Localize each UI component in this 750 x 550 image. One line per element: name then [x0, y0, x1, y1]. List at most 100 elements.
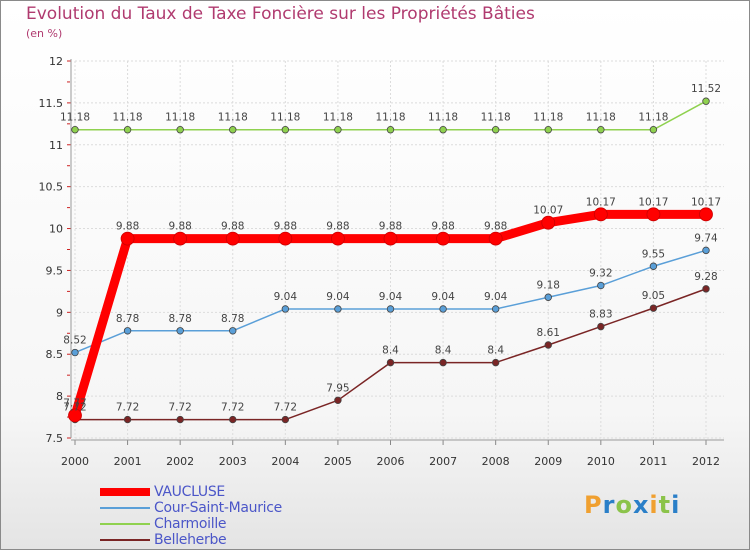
- data-point-vaucluse: [225, 231, 240, 246]
- data-label-charmoille: 11.18: [481, 112, 511, 124]
- data-label-cour-saint-maurice: 9.32: [589, 268, 612, 280]
- data-point-vaucluse: [173, 231, 188, 246]
- y-tick-label: 8: [56, 390, 63, 403]
- data-point-vaucluse: [278, 231, 293, 246]
- data-point-vaucluse: [436, 231, 450, 246]
- x-tick-label: 2001: [114, 455, 142, 468]
- data-label-cour-saint-maurice: 9.04: [484, 291, 508, 303]
- x-tick-label: 2005: [324, 455, 352, 468]
- y-tick-label: 9.5: [46, 264, 64, 277]
- y-tick-label: 7.5: [46, 432, 64, 445]
- data-point-cour-saint-maurice: [439, 305, 447, 313]
- legend-label: Belleherbe: [154, 532, 227, 548]
- logo-letter: i: [671, 491, 681, 519]
- x-tick-label: 2011: [639, 455, 667, 468]
- data-label-charmoille: 11.18: [165, 112, 195, 124]
- data-label-vaucluse: 9.88: [431, 221, 454, 233]
- data-point-cour-saint-maurice: [123, 327, 132, 335]
- y-tick-label: 10.5: [39, 181, 64, 194]
- data-label-cour-saint-maurice: 9.04: [274, 291, 298, 303]
- data-point-cour-saint-maurice: [281, 305, 290, 313]
- data-point-belleherbe: [281, 415, 290, 424]
- data-point-charmoille: [229, 125, 237, 134]
- data-point-charmoille: [71, 125, 79, 134]
- data-point-cour-saint-maurice: [334, 305, 342, 313]
- data-label-charmoille: 11.18: [323, 112, 353, 124]
- logo-letter: P: [584, 491, 603, 519]
- legend-item: VAUCLUSE: [100, 484, 282, 500]
- data-label-belleherbe: 7.72: [274, 402, 297, 414]
- data-label-cour-saint-maurice: 9.55: [642, 248, 665, 260]
- data-point-charmoille: [386, 125, 395, 134]
- proxiti-logo: Proxiti: [584, 491, 680, 519]
- data-label-vaucluse: 10.17: [691, 196, 721, 208]
- data-point-vaucluse: [593, 207, 608, 222]
- data-point-belleherbe: [649, 304, 658, 312]
- data-point-charmoille: [491, 125, 500, 134]
- data-point-vaucluse: [68, 408, 82, 423]
- axes: 7.5 8 8.5 9 9.5 10 10.5 11 11.5 12 2000 2001 2002 200…: [39, 55, 724, 468]
- data-label-cour-saint-maurice: 8.78: [116, 313, 139, 325]
- logo-letter: t: [658, 491, 672, 519]
- data-label-belleherbe: 8.83: [589, 309, 612, 321]
- data-label-vaucluse: 9.88: [379, 221, 402, 233]
- chart-unit-label: (en %): [26, 27, 63, 40]
- logo-letter: o: [615, 491, 633, 519]
- data-label-belleherbe: 7.72: [63, 402, 86, 414]
- data-point-vaucluse: [541, 215, 556, 230]
- data-point-charmoille: [334, 125, 342, 134]
- x-tick-label: 2010: [587, 455, 615, 468]
- data-point-charmoille: [544, 125, 552, 134]
- data-point-cour-saint-maurice: [544, 293, 552, 301]
- data-label-belleherbe: 7.95: [326, 382, 349, 394]
- logo-letter: x: [632, 491, 650, 519]
- data-point-belleherbe: [229, 415, 237, 424]
- data-point-charmoille: [649, 125, 658, 134]
- data-label-belleherbe: 7.72: [168, 402, 191, 414]
- legend-swatch: [100, 507, 150, 509]
- logo-letter: i: [649, 491, 659, 519]
- x-tick-label: 2004: [271, 455, 299, 468]
- data-label-belleherbe: 7.72: [116, 402, 139, 414]
- data-label-vaucluse: 9.88: [274, 221, 297, 233]
- data-point-vaucluse: [331, 231, 345, 246]
- x-tick-label: 2006: [377, 455, 405, 468]
- data-point-cour-saint-maurice: [649, 262, 658, 270]
- data-label-charmoille: 11.18: [586, 112, 616, 124]
- y-tick-label: 10: [49, 223, 63, 236]
- data-label-charmoille: 11.18: [218, 112, 248, 124]
- data-point-cour-saint-maurice: [702, 246, 710, 255]
- data-point-charmoille: [702, 97, 710, 105]
- data-point-cour-saint-maurice: [386, 305, 395, 313]
- data-label-cour-saint-maurice: 9.04: [431, 291, 455, 303]
- x-tick-label: 2007: [429, 455, 457, 468]
- data-label-vaucluse: 10.17: [586, 196, 616, 208]
- data-point-belleherbe: [176, 415, 184, 424]
- data-label-belleherbe: 9.05: [642, 290, 665, 302]
- data-label-cour-saint-maurice: 9.18: [537, 279, 560, 291]
- legend-item: Belleherbe: [100, 532, 282, 548]
- x-tick-label: 2002: [166, 455, 194, 468]
- data-label-vaucluse: 9.88: [168, 221, 191, 233]
- data-point-cour-saint-maurice: [491, 305, 500, 313]
- legend-item: Cour-Saint-Maurice: [100, 500, 282, 516]
- chart-title: Evolution du Taux de Taxe Foncière sur l…: [26, 4, 535, 24]
- data-point-vaucluse: [699, 207, 713, 222]
- data-label-vaucluse: 9.88: [484, 221, 507, 233]
- data-label-belleherbe: 8.4: [382, 345, 399, 357]
- data-label-belleherbe: 8.4: [487, 345, 504, 357]
- data-label-charmoille: 11.18: [270, 112, 300, 124]
- data-label-vaucluse: 7.77: [63, 397, 86, 409]
- legend-swatch: [100, 488, 150, 496]
- data-label-vaucluse: 10.17: [638, 196, 668, 208]
- data-label-cour-saint-maurice: 9.74: [694, 232, 718, 244]
- x-tick-label: 2012: [692, 455, 720, 468]
- legend-swatch: [100, 539, 150, 541]
- legend-label: Cour-Saint-Maurice: [154, 500, 282, 516]
- data-point-charmoille: [123, 125, 132, 134]
- legend-swatch: [100, 523, 150, 525]
- data-label-vaucluse: 10.07: [533, 205, 563, 217]
- y-tick-label: 12: [49, 55, 63, 68]
- data-label-charmoille: 11.18: [113, 112, 143, 124]
